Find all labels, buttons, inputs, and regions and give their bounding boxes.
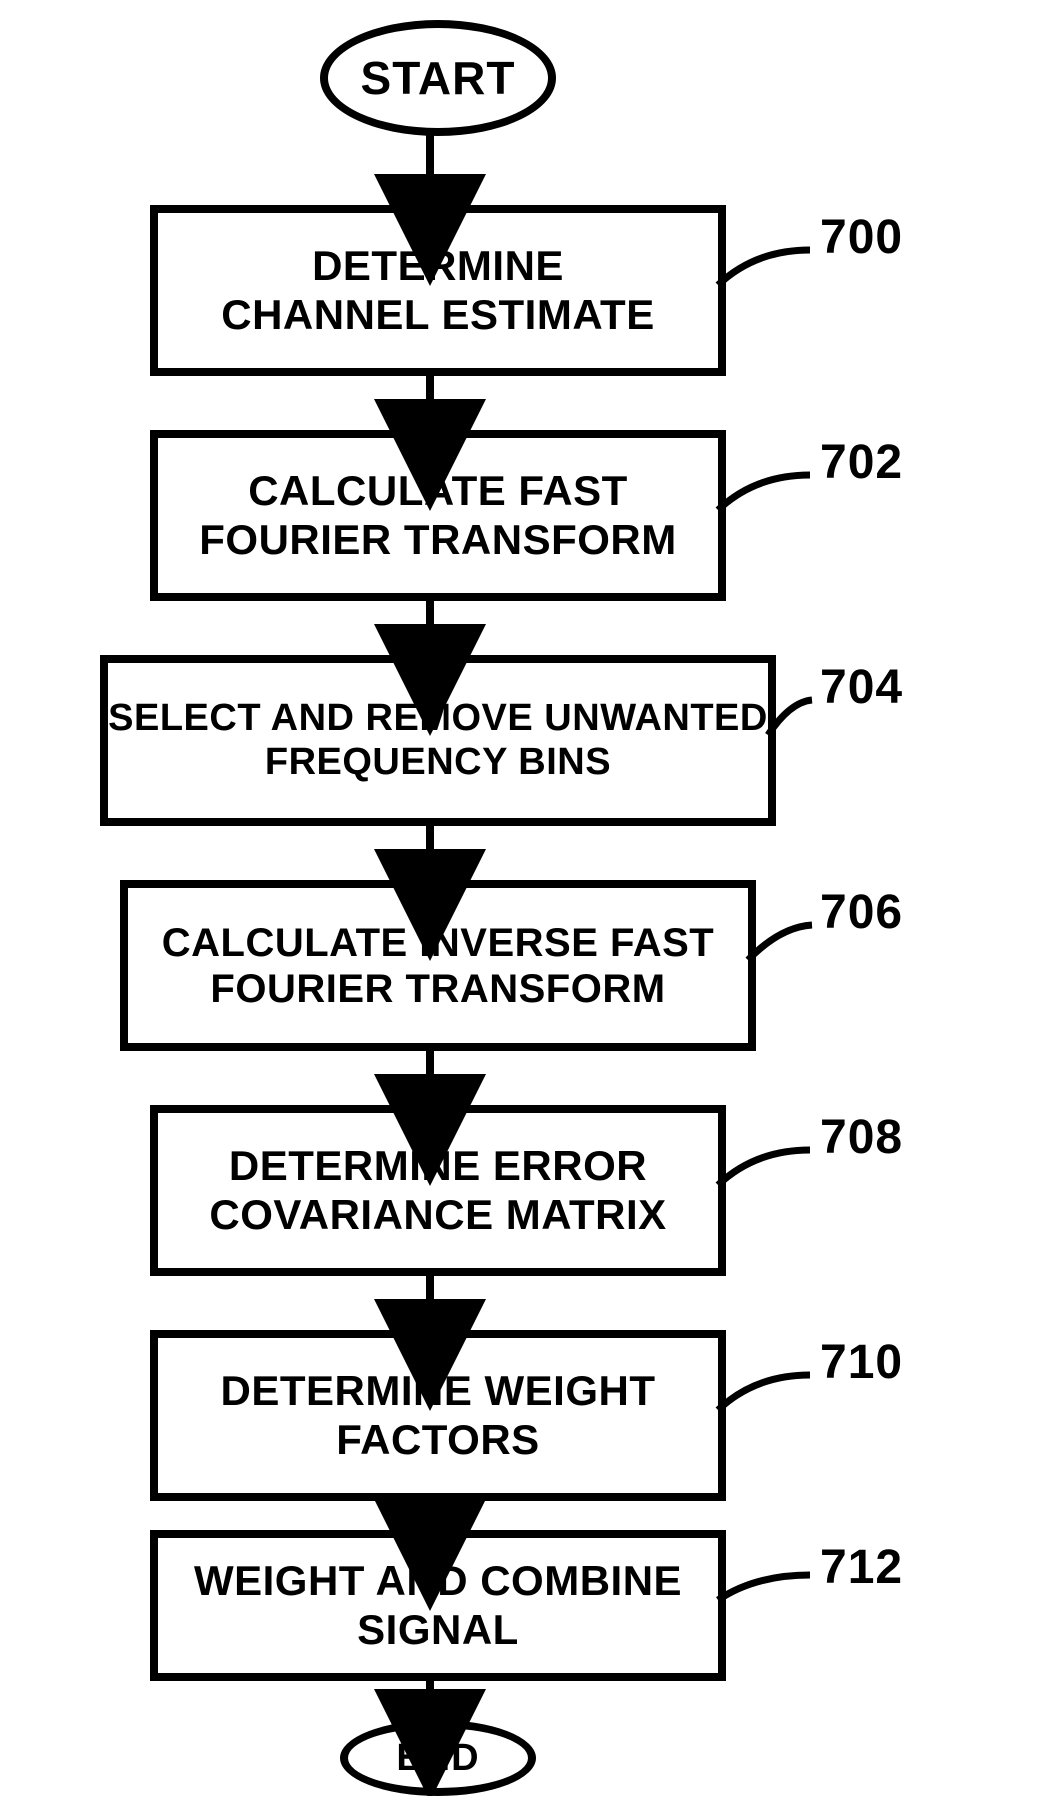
step-710-text: DETERMINE WEIGHTFACTORS [221,1367,656,1464]
callout-710 [718,1375,810,1410]
step-704-text: SELECT AND REMOVE UNWANTEDFREQUENCY BINS [108,697,768,784]
step-710: DETERMINE WEIGHTFACTORS [150,1330,726,1501]
end-label: END [396,1737,479,1780]
step-700: DETERMINECHANNEL ESTIMATE [150,205,726,376]
step-706: CALCULATE INVERSE FASTFOURIER TRANSFORM [120,880,756,1051]
ref-706: 706 [820,885,903,940]
start-terminal: START [320,20,556,136]
callout-702 [718,475,810,510]
step-712: WEIGHT AND COMBINESIGNAL [150,1530,726,1681]
ref-702: 702 [820,435,903,490]
ref-704: 704 [820,660,903,715]
callout-700 [718,250,810,285]
ref-708: 708 [820,1110,903,1165]
callout-708 [718,1150,810,1185]
ref-700: 700 [820,210,903,265]
step-708: DETERMINE ERRORCOVARIANCE MATRIX [150,1105,726,1276]
flowchart-canvas: START DETERMINECHANNEL ESTIMATE 700 CALC… [0,0,1049,1796]
step-700-text: DETERMINECHANNEL ESTIMATE [221,242,654,339]
step-702: CALCULATE FASTFOURIER TRANSFORM [150,430,726,601]
ref-710: 710 [820,1335,903,1390]
callout-706 [748,925,812,960]
step-702-text: CALCULATE FASTFOURIER TRANSFORM [199,467,676,564]
end-terminal: END [340,1720,536,1796]
ref-712: 712 [820,1540,903,1595]
callout-712 [718,1575,810,1600]
step-708-text: DETERMINE ERRORCOVARIANCE MATRIX [209,1142,666,1239]
start-label: START [361,51,516,105]
step-706-text: CALCULATE INVERSE FASTFOURIER TRANSFORM [162,920,715,1012]
step-712-text: WEIGHT AND COMBINESIGNAL [194,1557,682,1654]
step-704: SELECT AND REMOVE UNWANTEDFREQUENCY BINS [100,655,776,826]
